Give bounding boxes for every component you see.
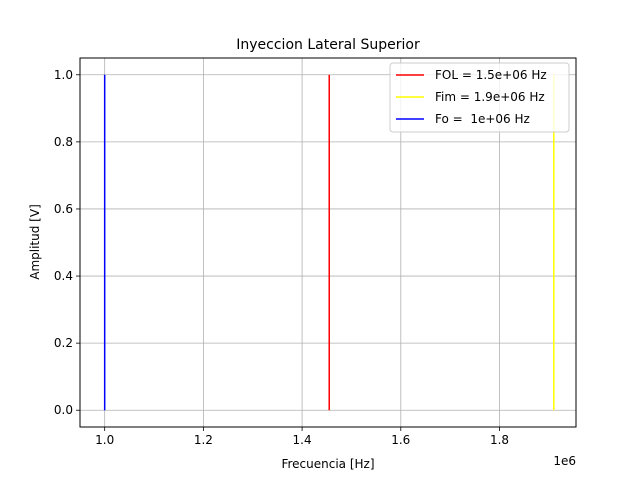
x-tick-label: 1.0	[95, 433, 114, 447]
legend-label: FOL = 1.5e+06 Hz	[435, 68, 547, 82]
legend-label: Fim = 1.9e+06 Hz	[435, 90, 545, 104]
chart-title: Inyeccion Lateral Superior	[236, 37, 420, 53]
x-tick-label: 1.4	[293, 433, 312, 447]
y-tick-label: 0.8	[54, 135, 73, 149]
legend: FOL = 1.5e+06 Hz Fim = 1.9e+06 Hz Fo = 1e+…	[389, 62, 570, 133]
legend-box	[389, 62, 570, 133]
plot-frame	[79, 57, 577, 428]
y-tick-label: 0.2	[54, 336, 73, 350]
legend-label: Fo = 1e+06 Hz	[435, 112, 530, 126]
y-tick-label: 0.4	[54, 269, 73, 283]
y-tick-label: 1.0	[54, 68, 73, 82]
x-axis-label: Frecuencia [Hz]	[281, 457, 374, 471]
legend-entries: FOL = 1.5e+06 Hz Fim = 1.9e+06 Hz Fo = 1e+…	[396, 68, 547, 126]
x-tick-label: 1.6	[391, 433, 410, 447]
x-tick-label: 1.8	[490, 433, 509, 447]
x-axis-offset-label: 1e6	[553, 454, 576, 468]
y-axis-label: Amplitud [V]	[28, 204, 42, 280]
x-tick-label: 1.2	[194, 433, 213, 447]
axis-ticks: 1.0 1.2 1.4 1.6 1.8 0.0 0.2 0.4 0.6 0.8 1.0	[54, 68, 509, 447]
y-tick-label: 0.6	[54, 202, 73, 216]
y-tick-label: 0.0	[54, 403, 73, 417]
